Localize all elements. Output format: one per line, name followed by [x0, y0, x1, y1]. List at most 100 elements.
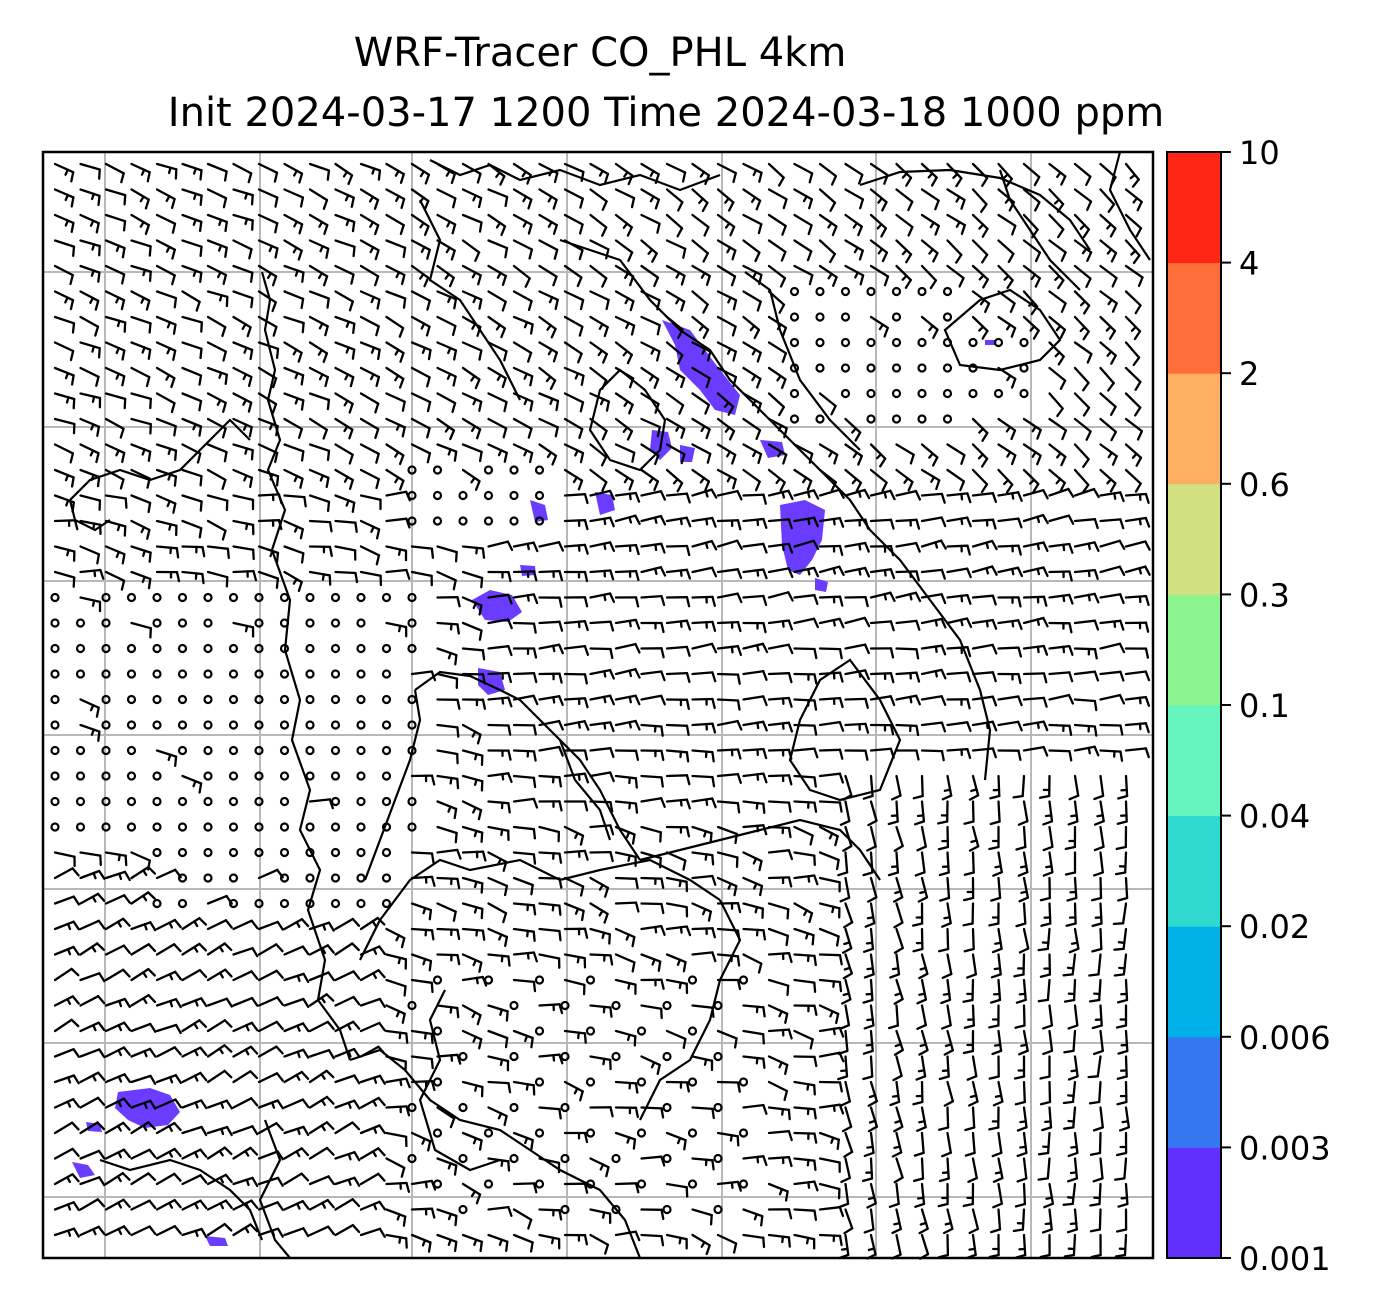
wind-barb	[844, 213, 863, 237]
wind-barb	[461, 800, 483, 821]
calm-wind-marker	[254, 796, 264, 807]
wind-barb	[691, 671, 717, 683]
wind-barb	[53, 570, 76, 588]
wind-barb	[742, 264, 763, 286]
wind-barb	[487, 1106, 508, 1127]
wind-barb	[79, 1096, 106, 1109]
wind-barb	[1048, 213, 1065, 239]
wind-barb	[1016, 1157, 1028, 1183]
wind-barb	[589, 771, 615, 783]
wind-barb	[818, 544, 844, 557]
wind-barb	[334, 970, 361, 982]
wind-barb	[665, 619, 692, 631]
wind-barb	[334, 162, 354, 186]
wind-barb	[818, 516, 845, 528]
wind-barb	[1116, 1055, 1128, 1080]
wind-barb	[793, 1029, 814, 1050]
wind-barb	[512, 978, 537, 993]
wind-barb	[308, 315, 329, 337]
wind-barb	[589, 927, 611, 945]
wind-barb	[104, 162, 125, 184]
wind-barb	[385, 1131, 408, 1148]
wind-barb	[962, 1182, 975, 1208]
calm-wind-marker	[152, 669, 162, 679]
calm-wind-marker	[942, 337, 953, 348]
calm-wind-marker	[483, 516, 494, 526]
calm-wind-marker	[228, 822, 239, 832]
wind-barb	[1124, 264, 1144, 288]
calm-wind-marker	[330, 720, 341, 730]
wind-barb	[895, 188, 914, 212]
wind-barb	[181, 1099, 208, 1110]
wind-barb	[916, 1004, 927, 1030]
wind-barb	[563, 341, 583, 364]
wind-barb	[1048, 514, 1075, 525]
wind-barb	[1062, 1182, 1077, 1206]
wind-barb	[1022, 315, 1040, 340]
wind-barb	[767, 619, 794, 631]
wind-barb	[793, 239, 813, 262]
calm-wind-marker	[254, 618, 264, 628]
wind-barb	[436, 239, 456, 261]
wind-barb	[181, 1227, 208, 1239]
wind-barb	[1022, 595, 1048, 607]
wind-barb	[1015, 825, 1027, 851]
wind-barb	[1124, 565, 1151, 576]
wind-barb	[79, 942, 105, 956]
calm-wind-marker	[687, 975, 698, 985]
wind-barb	[512, 621, 537, 634]
wind-barb	[1091, 902, 1103, 928]
wind-barb	[767, 162, 785, 187]
wind-barb	[640, 1155, 666, 1167]
wind-barb	[665, 417, 686, 439]
wind-barb	[971, 492, 998, 504]
wind-barb	[538, 1208, 563, 1221]
calm-wind-marker	[432, 1077, 443, 1087]
wind-barb	[334, 1074, 361, 1085]
wind-barb	[1038, 774, 1051, 799]
wind-barb	[436, 545, 458, 563]
map-subtitle: Init 2024-03-17 1200 Time 2024-03-18 100…	[167, 90, 1165, 136]
calm-wind-marker	[662, 1000, 672, 1011]
wind-barb	[308, 519, 333, 533]
wind-barb	[1099, 290, 1118, 313]
wind-barb	[538, 745, 564, 757]
wind-barb	[818, 825, 839, 847]
wind-barb	[818, 876, 841, 893]
wind-barb	[1062, 953, 1077, 977]
wind-barb	[436, 774, 460, 790]
wind-barb	[206, 213, 228, 233]
wind-barb	[334, 570, 359, 584]
wind-barb	[334, 239, 356, 258]
wind-barb	[1022, 468, 1040, 493]
wind-barb	[130, 865, 157, 880]
wind-barb	[512, 951, 538, 963]
wind-barb	[1124, 747, 1150, 759]
wind-barb	[1063, 1233, 1077, 1258]
wind-barb	[53, 392, 76, 410]
calm-wind-marker	[330, 898, 341, 909]
wind-barb	[487, 392, 508, 413]
calm-wind-marker	[305, 669, 315, 679]
map-frame	[41, 150, 1155, 1260]
calm-wind-marker	[254, 643, 264, 654]
wind-barb	[512, 239, 534, 260]
wind-barb	[742, 341, 762, 363]
wind-barb	[385, 1233, 408, 1249]
wind-barb	[436, 647, 458, 666]
wind-barb	[971, 213, 989, 238]
wind-barb	[283, 1200, 310, 1211]
wind-barb	[989, 978, 1002, 1004]
calm-wind-marker	[662, 1102, 672, 1113]
wind-barb	[461, 213, 483, 233]
wind-barb	[538, 902, 562, 916]
wind-barb	[1040, 902, 1052, 927]
calm-wind-marker	[50, 822, 60, 832]
wind-barb	[665, 544, 691, 557]
colorbar-segment	[1167, 926, 1221, 1038]
wind-barb	[487, 417, 508, 439]
wind-barb	[283, 997, 310, 1009]
wind-barb	[665, 239, 687, 259]
wind-barb	[308, 971, 335, 982]
